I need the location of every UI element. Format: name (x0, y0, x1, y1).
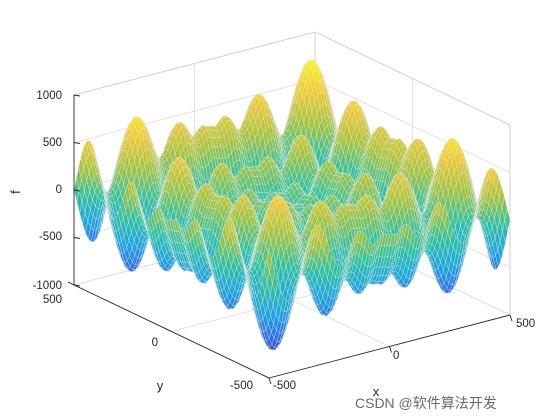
back-wall-grid-line (73, 79, 316, 143)
box-edge (73, 31, 316, 96)
box-edge (314, 31, 511, 126)
side-wall-grid-line (314, 79, 511, 173)
surface-mesh (73, 59, 511, 351)
